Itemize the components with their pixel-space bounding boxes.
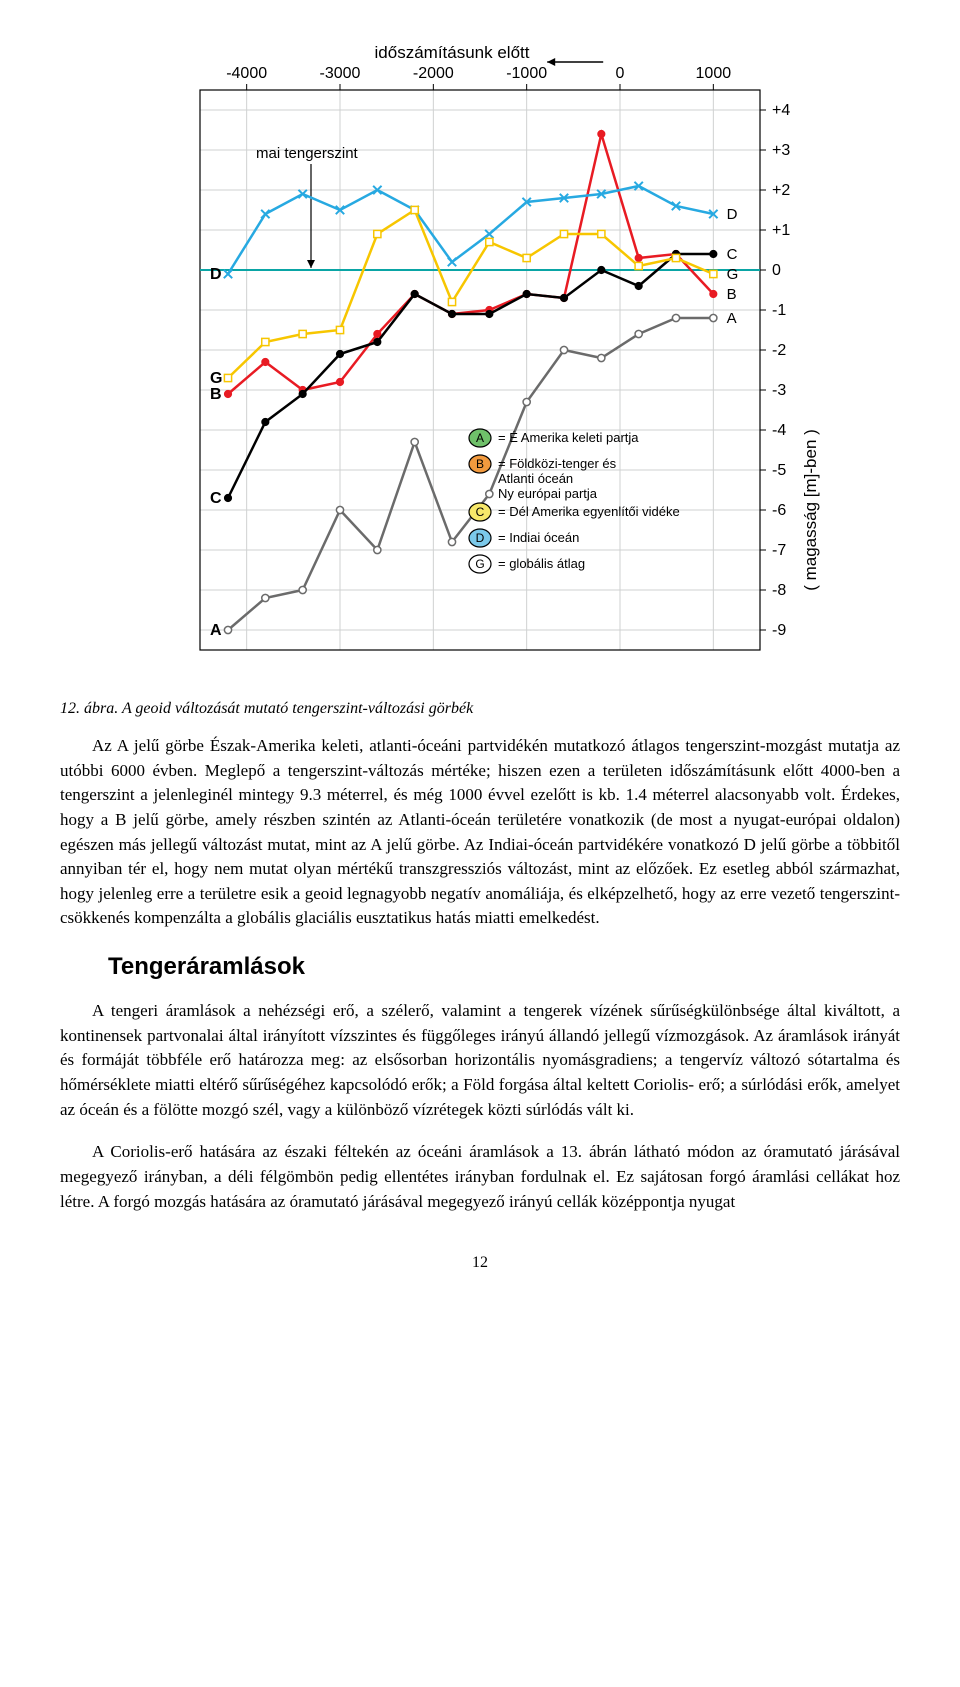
svg-text:0: 0 (772, 262, 781, 279)
svg-text:( magasság [m]-ben ): ( magasság [m]-ben ) (801, 429, 820, 591)
svg-text:B: B (727, 286, 737, 303)
svg-text:D: D (210, 266, 222, 283)
svg-text:G: G (475, 557, 484, 571)
svg-text:+4: +4 (772, 102, 790, 119)
figure-caption: 12. ábra. A geoid változását mutató teng… (60, 700, 900, 718)
svg-text:+3: +3 (772, 142, 790, 159)
paragraph-1: Az A jelű görbe Észak-Amerika keleti, at… (60, 734, 900, 931)
svg-text:C: C (476, 505, 485, 519)
svg-text:+2: +2 (772, 182, 790, 199)
sea-level-chart: időszámításunk előtt -4000 -3000 -2000 -1000… (120, 40, 840, 680)
svg-text:D: D (476, 531, 485, 545)
chart-svg: időszámításunk előtt -4000 -3000 -2000 -1000… (120, 40, 840, 680)
svg-text:A: A (476, 431, 484, 445)
svg-text:= É Amerika keleti partja: = É Amerika keleti partja (498, 430, 639, 445)
svg-text:D: D (727, 206, 738, 223)
svg-text:-5: -5 (772, 462, 786, 479)
svg-text:0: 0 (616, 65, 625, 82)
svg-text:időszámításunk előtt: időszámításunk előtt (375, 43, 530, 62)
svg-text:1000: 1000 (696, 65, 732, 82)
svg-text:Atlanti óceán: Atlanti óceán (498, 471, 573, 486)
svg-text:C: C (210, 490, 222, 507)
svg-text:G: G (210, 370, 222, 387)
paragraph-2-text: A tengeri áramlások a nehézségi erő, a s… (60, 1001, 900, 1119)
svg-text:-1000: -1000 (506, 65, 547, 82)
svg-text:-4: -4 (772, 422, 786, 439)
paragraph-3: A Coriolis-erő hatására az északi féltek… (60, 1140, 900, 1214)
svg-text:-1: -1 (772, 302, 786, 319)
svg-text:-9: -9 (772, 622, 786, 639)
paragraph-3-text: A Coriolis-erő hatására az északi féltek… (60, 1142, 900, 1210)
section-heading: Tengeráramlások (108, 953, 900, 981)
svg-text:B: B (476, 457, 484, 471)
svg-text:-4000: -4000 (226, 65, 267, 82)
svg-text:Ny európai partja: Ny európai partja (498, 486, 598, 501)
svg-text:= Földközi-tenger és: = Földközi-tenger és (498, 456, 617, 471)
svg-text:-2: -2 (772, 342, 786, 359)
svg-text:-8: -8 (772, 582, 786, 599)
svg-text:G: G (727, 266, 739, 283)
svg-text:A: A (210, 622, 222, 639)
svg-text:+1: +1 (772, 222, 790, 239)
svg-text:-7: -7 (772, 542, 786, 559)
svg-text:= Indiai óceán: = Indiai óceán (498, 530, 579, 545)
svg-text:-3: -3 (772, 382, 786, 399)
svg-text:C: C (727, 246, 738, 263)
svg-text:-6: -6 (772, 502, 786, 519)
paragraph-1-text: Az A jelű görbe Észak-Amerika keleti, at… (60, 736, 900, 927)
svg-text:= globális átlag: = globális átlag (498, 556, 585, 571)
svg-text:A: A (727, 310, 737, 327)
svg-text:B: B (210, 386, 222, 403)
svg-text:-3000: -3000 (320, 65, 361, 82)
svg-text:-2000: -2000 (413, 65, 454, 82)
paragraph-2: A tengeri áramlások a nehézségi erő, a s… (60, 999, 900, 1122)
page-number: 12 (60, 1254, 900, 1272)
svg-text:mai tengerszint: mai tengerszint (256, 145, 359, 162)
svg-text:= Dél Amerika egyenlítői vidék: = Dél Amerika egyenlítői vidéke (498, 504, 680, 519)
